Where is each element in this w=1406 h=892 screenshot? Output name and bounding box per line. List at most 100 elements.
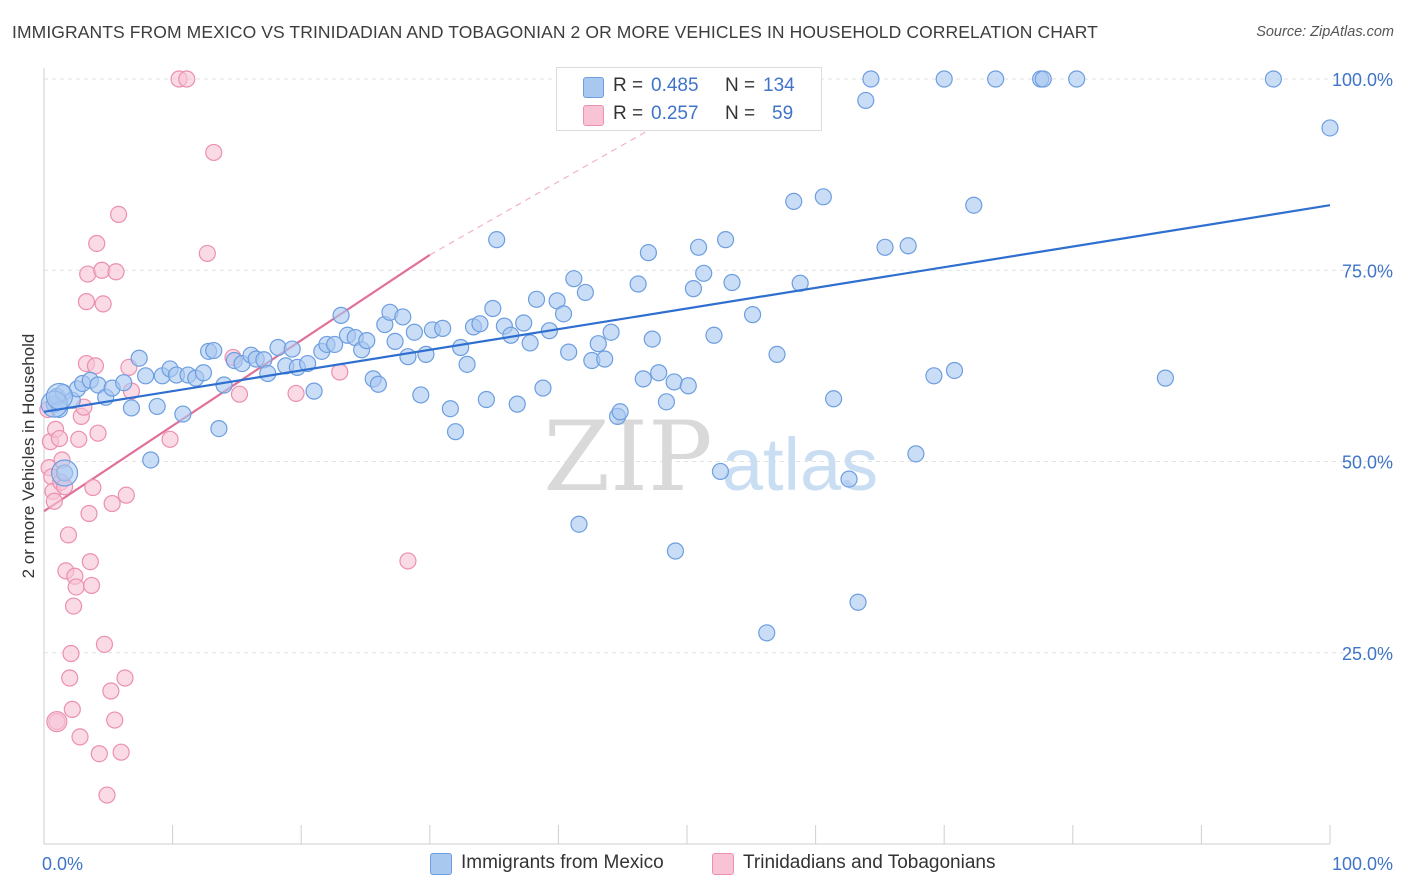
mexico-point xyxy=(405,323,423,341)
mexico-point xyxy=(1264,70,1283,88)
mexico-point xyxy=(130,349,148,367)
legend-label-mexico: Immigrants from Mexico xyxy=(461,852,664,873)
legend-r-value: 0.257 xyxy=(651,103,699,124)
mexico-point xyxy=(142,451,160,469)
trinidadians-point xyxy=(82,576,101,595)
mexico-point xyxy=(570,515,588,533)
legend-label-trinidadians: Trinidadians and Tobagonians xyxy=(743,852,996,873)
mexico-point xyxy=(122,399,141,417)
mexico-point xyxy=(1034,70,1052,88)
trinidadians-point xyxy=(59,526,78,544)
mexico-point xyxy=(477,390,495,409)
mexico-point xyxy=(1321,119,1339,137)
mexico-point xyxy=(629,275,647,293)
mexico-point xyxy=(326,335,344,354)
watermark-atlas: atlas xyxy=(722,423,878,506)
trinidadians-point xyxy=(45,492,63,510)
mexico-point xyxy=(634,370,652,388)
mexico-point xyxy=(987,70,1005,88)
trinidadians-point xyxy=(50,429,69,448)
trinidadians-point xyxy=(399,552,417,570)
mexico-point xyxy=(508,395,526,413)
legend-row-mexico: R = 0.485 N = 134 xyxy=(557,73,821,101)
mexico-point xyxy=(849,593,867,611)
mexico-point xyxy=(205,341,223,360)
trinidadians-point xyxy=(103,494,121,513)
mexico-point xyxy=(412,386,430,404)
source-label: Source: ZipAtlas.com xyxy=(1256,24,1394,40)
mexico-point xyxy=(194,364,213,382)
legend-n-label: N = xyxy=(725,103,756,124)
mexico-point xyxy=(471,315,489,333)
mexico-point xyxy=(639,244,658,262)
mexico-point xyxy=(386,332,404,350)
y-axis-label: 2 or more Vehicles in Household xyxy=(19,333,38,579)
watermark-zip: ZIP xyxy=(543,401,712,513)
mexico-point xyxy=(876,238,894,256)
mexico-point xyxy=(458,355,476,373)
y-tick-label: 50.0% xyxy=(1342,453,1393,473)
series-trinidadians xyxy=(39,70,417,804)
mexico-point xyxy=(554,305,573,323)
mexico-point xyxy=(394,308,412,326)
trinidadians-point xyxy=(95,635,114,653)
trinidadians-point xyxy=(331,363,349,381)
mexico-point xyxy=(1068,70,1086,88)
trinidadians-point xyxy=(107,263,125,281)
mexico-point xyxy=(768,345,786,363)
mexico-point xyxy=(174,405,192,423)
mexico-point xyxy=(665,373,683,391)
mexico-point xyxy=(259,364,277,383)
mexico-point xyxy=(825,390,843,408)
trinidadians-point xyxy=(106,711,124,729)
mexico-point xyxy=(862,70,880,88)
trinidadians-point-cluster xyxy=(46,710,68,733)
trinidadians-swatch xyxy=(583,105,604,126)
mexico-point xyxy=(446,423,465,441)
legend-row-trinidadians: R = 0.257 N = 59 xyxy=(557,101,821,129)
mexico-point xyxy=(602,323,620,341)
mexico-point-cluster xyxy=(45,382,74,411)
mexico-point xyxy=(283,340,301,358)
trinidadians-point xyxy=(112,743,130,761)
trinidadians-point xyxy=(198,244,216,263)
mexico-point xyxy=(705,326,723,344)
stats-legend: R = 0.485 N = 134 R = 0.257 N = 59 xyxy=(556,67,822,131)
mexico-point xyxy=(695,264,713,282)
trendline-mexico-line xyxy=(43,204,1331,413)
mexico-point xyxy=(115,374,133,392)
mexico-point xyxy=(643,330,661,348)
y-tick-label: 100.0% xyxy=(1332,70,1393,90)
trinidadians-point xyxy=(230,385,249,403)
trendline-trinidadians xyxy=(43,78,739,513)
mexico-point xyxy=(840,470,858,488)
mexico-point xyxy=(899,237,917,255)
mexico-point xyxy=(666,542,685,560)
series-mexico xyxy=(40,70,1339,642)
trinidadians-point xyxy=(80,504,98,523)
trinidadians-point xyxy=(71,728,89,746)
trinidadians-point xyxy=(93,261,111,279)
mexico-point xyxy=(965,196,983,214)
mexico-point xyxy=(452,338,470,357)
mexico-point xyxy=(657,393,676,411)
mexico-point xyxy=(215,376,233,394)
mexico-point xyxy=(935,70,953,88)
mexico-point xyxy=(689,238,708,256)
trendline-mexico xyxy=(43,204,1331,413)
mexico-point xyxy=(576,283,595,302)
mexico-point xyxy=(441,400,459,418)
mexico-point xyxy=(907,445,925,463)
mexico-point xyxy=(269,338,287,357)
mexico-point xyxy=(534,379,552,397)
trinidadians-point xyxy=(88,234,106,253)
trinidadians-point xyxy=(116,669,134,687)
trinidadians-point xyxy=(89,424,107,442)
trinidadians-point xyxy=(70,430,88,448)
mexico-point xyxy=(814,188,832,206)
mexico-point xyxy=(136,367,155,385)
mexico-point xyxy=(488,231,506,249)
mexico-point xyxy=(358,332,376,350)
mexico-point xyxy=(716,231,735,249)
trinidadians-point xyxy=(62,644,80,663)
